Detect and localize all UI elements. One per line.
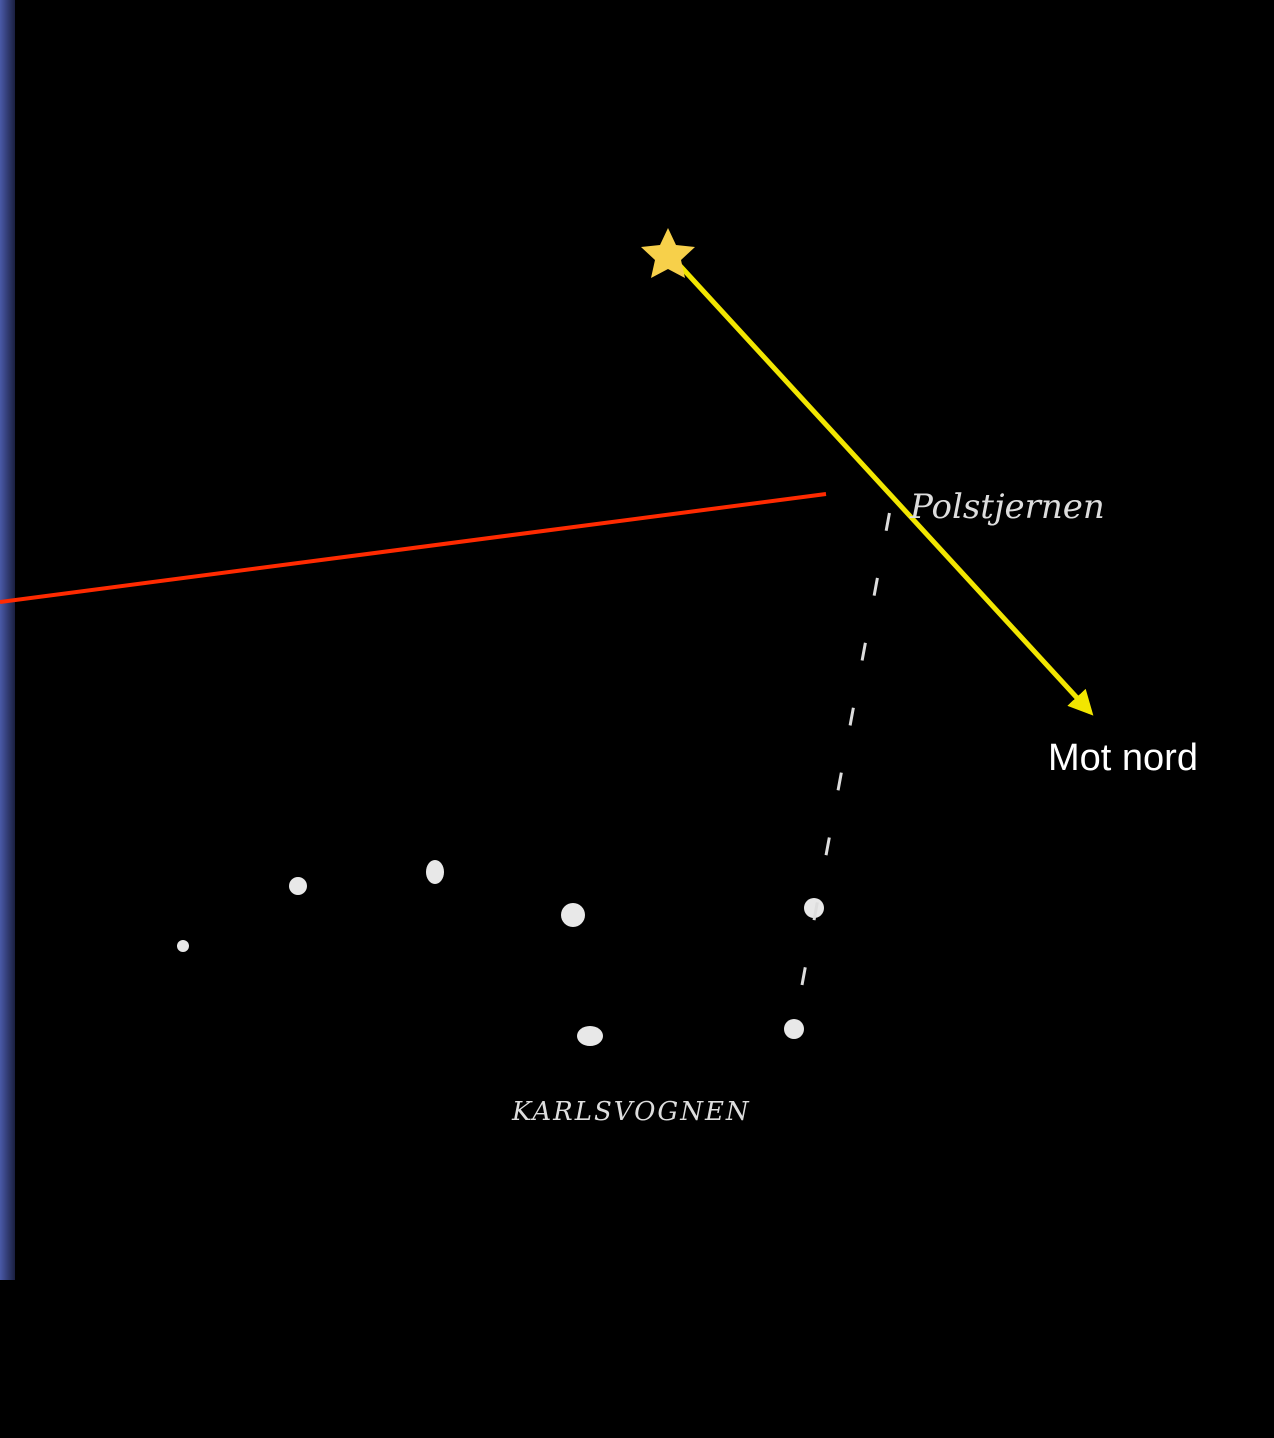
star-dot xyxy=(289,877,307,895)
star-trail-edge xyxy=(0,0,15,1280)
constellation-label: KARLSVOGNEN xyxy=(511,1097,751,1127)
star-dot xyxy=(561,903,585,927)
north-arrow xyxy=(670,255,1094,716)
star-dot xyxy=(177,940,189,952)
constellation-stars xyxy=(177,860,824,1046)
pointer-line xyxy=(800,509,892,986)
polaris-label: Polstjernen xyxy=(909,487,1105,527)
star-dot xyxy=(577,1026,603,1046)
direction-label: Mot nord xyxy=(1048,737,1198,779)
pole-star-icon xyxy=(641,228,695,278)
star-dot xyxy=(804,898,824,918)
red-line xyxy=(0,492,827,604)
star-dot xyxy=(426,860,444,884)
star-dot xyxy=(784,1019,804,1039)
